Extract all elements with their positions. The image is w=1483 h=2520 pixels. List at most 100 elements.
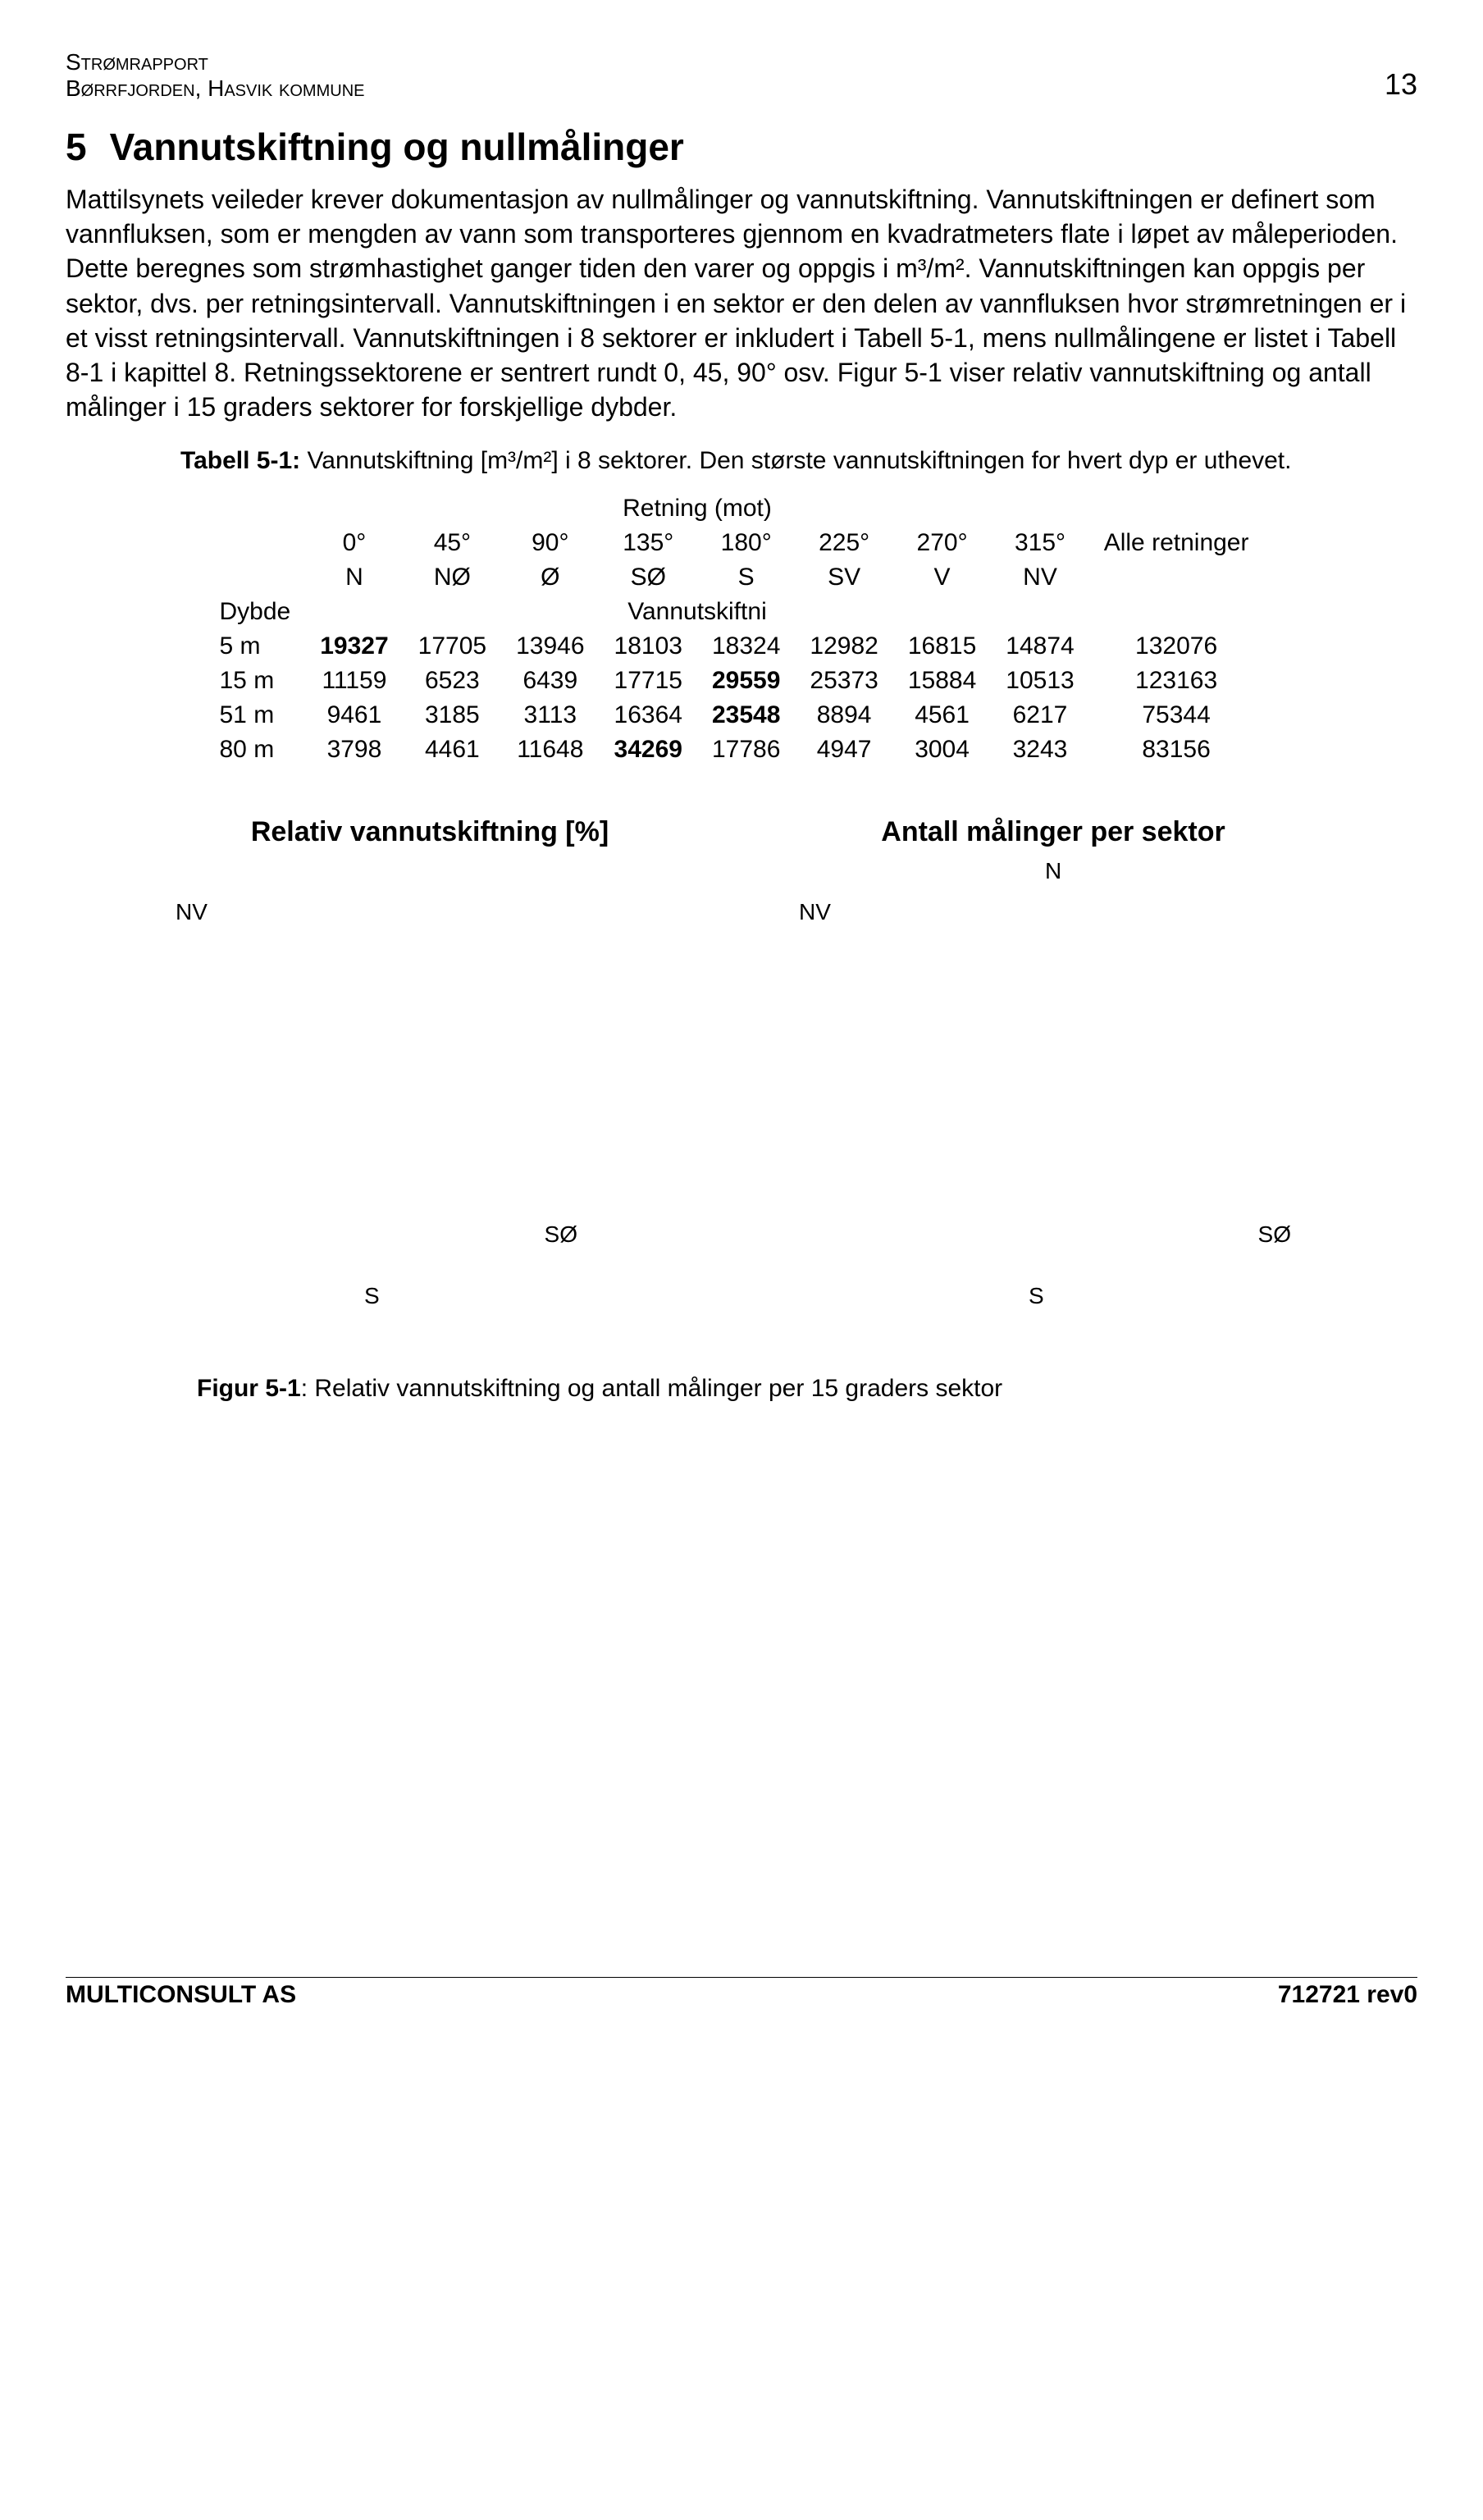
- chart-left-label-s: S: [364, 1283, 380, 1309]
- dir-1: NØ: [404, 560, 501, 595]
- chart-right-label-n: N: [1045, 858, 1061, 884]
- deg-0: 0°: [305, 526, 403, 560]
- depth-cell: 80 m: [220, 733, 306, 767]
- dir-7: NV: [991, 560, 1088, 595]
- header-title-1: Strømrapport: [66, 49, 364, 75]
- dir-2: Ø: [501, 560, 599, 595]
- value-cell: 3004: [893, 733, 991, 767]
- value-cell: 11159: [305, 664, 403, 698]
- table-row: 5 m1932717705139461810318324129821681514…: [220, 629, 1264, 664]
- value-cell: 4461: [404, 733, 501, 767]
- value-cell: 23548: [697, 698, 795, 733]
- section-title-text: Vannutskiftning og nullmålinger: [110, 126, 684, 168]
- charts-row: Relativ vannutskiftning [%] NV S SØ Anta…: [66, 816, 1417, 1317]
- table-row: 80 m379844611164834269177864947300432438…: [220, 733, 1264, 767]
- figure-caption-prefix: Figur 5-1: [197, 1375, 301, 1402]
- chart-left-label-so: SØ: [545, 1221, 577, 1248]
- alle-cell: 132076: [1089, 629, 1264, 664]
- value-cell: 17786: [697, 733, 795, 767]
- page-number: 13: [1385, 67, 1417, 102]
- value-cell: 34269: [600, 733, 697, 767]
- value-cell: 3798: [305, 733, 403, 767]
- value-cell: 4947: [795, 733, 892, 767]
- table-caption-text: Vannutskiftning [m³/m²] i 8 sektorer. De…: [300, 447, 1291, 474]
- deg-2: 90°: [501, 526, 599, 560]
- chart-left: Relativ vannutskiftning [%] NV S SØ: [143, 816, 717, 1317]
- value-cell: 17705: [404, 629, 501, 664]
- value-cell: 8894: [795, 698, 892, 733]
- value-cell: 4561: [893, 698, 991, 733]
- value-cell: 6439: [501, 664, 599, 698]
- chart-left-title: Relativ vannutskiftning [%]: [143, 816, 717, 848]
- chart-right-label-s: S: [1029, 1283, 1044, 1309]
- value-cell: 19327: [305, 629, 403, 664]
- depth-cell: 51 m: [220, 698, 306, 733]
- value-cell: 17715: [600, 664, 697, 698]
- value-cell: 12982: [795, 629, 892, 664]
- value-cell: 25373: [795, 664, 892, 698]
- alle-retninger-header: Alle retninger: [1089, 526, 1264, 560]
- chart-right-label-so: SØ: [1258, 1221, 1291, 1248]
- dir-3: SØ: [600, 560, 697, 595]
- deg-3: 135°: [600, 526, 697, 560]
- value-cell: 6217: [991, 698, 1088, 733]
- dir-6: V: [893, 560, 991, 595]
- section-number: 5: [66, 126, 87, 168]
- header-left: Strømrapport Børrfjorden, Hasvik kommune: [66, 49, 364, 102]
- table-dybde-row: Dybde Vannutskiftni: [220, 595, 1264, 629]
- value-cell: 3185: [404, 698, 501, 733]
- vannutskiftni-label: Vannutskiftni: [305, 595, 1089, 629]
- dybde-label: Dybde: [220, 595, 306, 629]
- retning-header: Retning (mot): [305, 491, 1089, 526]
- deg-7: 315°: [991, 526, 1088, 560]
- table-dir-row: N NØ Ø SØ S SV V NV: [220, 560, 1264, 595]
- value-cell: 15884: [893, 664, 991, 698]
- value-cell: 29559: [697, 664, 795, 698]
- page-footer: MULTICONSULT AS 712721 rev0: [66, 1977, 1417, 2009]
- value-cell: 6523: [404, 664, 501, 698]
- chart-left-area: NV S SØ: [143, 858, 717, 1317]
- section-paragraph: Mattilsynets veileder krever dokumentasj…: [66, 182, 1417, 425]
- chart-left-label-nv: NV: [176, 899, 208, 925]
- page-header: Strømrapport Børrfjorden, Hasvik kommune…: [66, 49, 1417, 102]
- table-row: 15 m111596523643917715295592537315884105…: [220, 664, 1264, 698]
- chart-right-area: N NV S SØ: [766, 858, 1340, 1317]
- value-cell: 11648: [501, 733, 599, 767]
- table-retning-row: Retning (mot): [220, 491, 1264, 526]
- alle-cell: 123163: [1089, 664, 1264, 698]
- chart-right-title: Antall målinger per sektor: [766, 816, 1340, 848]
- value-cell: 16815: [893, 629, 991, 664]
- alle-cell: 75344: [1089, 698, 1264, 733]
- value-cell: 10513: [991, 664, 1088, 698]
- deg-5: 225°: [795, 526, 892, 560]
- vannutskiftning-table: Retning (mot) 0° 45° 90° 135° 180° 225° …: [220, 491, 1264, 767]
- alle-cell: 83156: [1089, 733, 1264, 767]
- dir-4: S: [697, 560, 795, 595]
- footer-right: 712721 rev0: [1278, 1981, 1417, 2009]
- table-caption-prefix: Tabell 5-1:: [180, 447, 300, 474]
- depth-cell: 15 m: [220, 664, 306, 698]
- value-cell: 18324: [697, 629, 795, 664]
- deg-6: 270°: [893, 526, 991, 560]
- value-cell: 9461: [305, 698, 403, 733]
- chart-right: Antall målinger per sektor N NV S SØ: [766, 816, 1340, 1317]
- value-cell: 14874: [991, 629, 1088, 664]
- value-cell: 13946: [501, 629, 599, 664]
- value-cell: 3113: [501, 698, 599, 733]
- chart-right-label-nv: NV: [799, 899, 831, 925]
- section-heading: 5 Vannutskiftning og nullmålinger: [66, 125, 1417, 169]
- dir-5: SV: [795, 560, 892, 595]
- depth-cell: 5 m: [220, 629, 306, 664]
- footer-left: MULTICONSULT AS: [66, 1981, 296, 2009]
- value-cell: 16364: [600, 698, 697, 733]
- table-row: 51 m946131853113163642354888944561621775…: [220, 698, 1264, 733]
- figure-caption-text: : Relativ vannutskiftning og antall måli…: [301, 1375, 1002, 1402]
- table-caption: Tabell 5-1: Vannutskiftning [m³/m²] i 8 …: [180, 445, 1411, 477]
- value-cell: 3243: [991, 733, 1088, 767]
- deg-1: 45°: [404, 526, 501, 560]
- header-title-2: Børrfjorden, Hasvik kommune: [66, 75, 364, 102]
- figure-caption: Figur 5-1: Relativ vannutskiftning og an…: [197, 1375, 1417, 1403]
- table-degree-row: 0° 45° 90° 135° 180° 225° 270° 315° Alle…: [220, 526, 1264, 560]
- dir-0: N: [305, 560, 403, 595]
- value-cell: 18103: [600, 629, 697, 664]
